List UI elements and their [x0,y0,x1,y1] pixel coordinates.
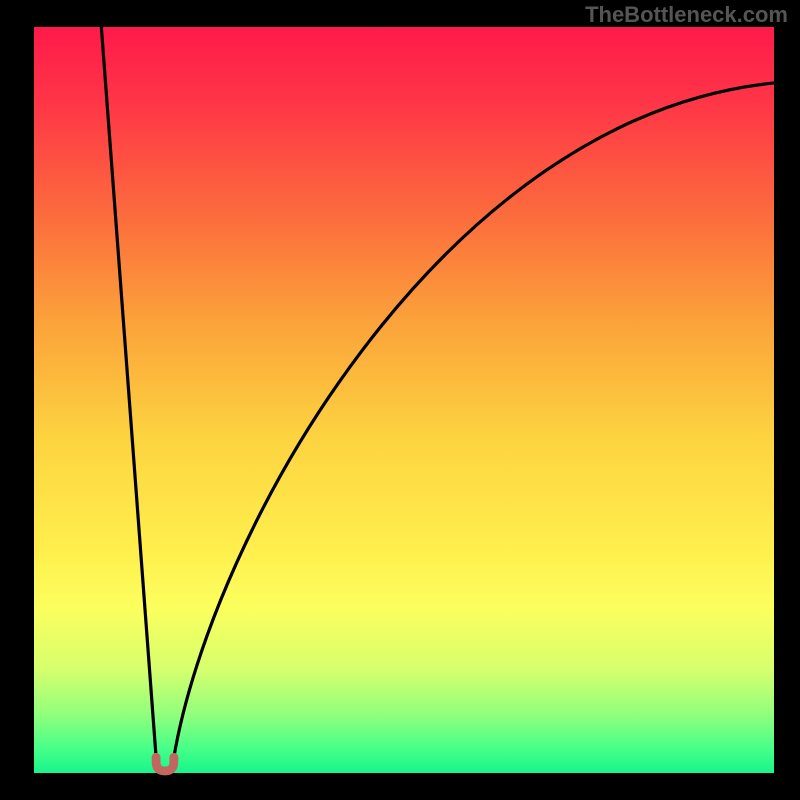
chart-svg [0,0,800,800]
watermark-text: TheBottleneck.com [585,2,788,28]
bottleneck-chart [0,0,800,800]
